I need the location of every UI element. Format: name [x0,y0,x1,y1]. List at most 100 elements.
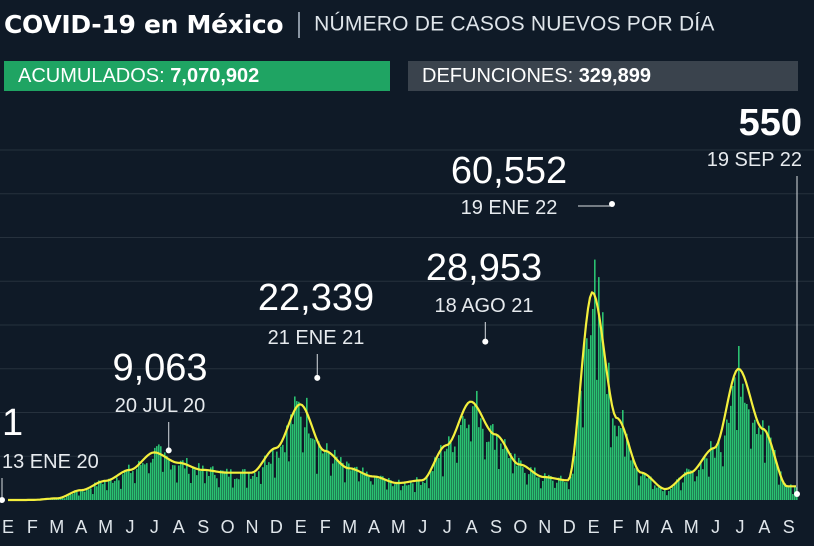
day-bar [508,458,510,500]
day-bar [566,482,568,500]
day-bar [166,455,168,500]
month-tick-label: M [684,517,699,537]
day-bar [202,465,204,500]
day-bar [440,445,442,500]
day-bar [96,486,98,500]
day-bar [360,471,362,500]
day-bar [696,476,698,500]
day-bar [268,462,270,500]
day-bar [572,473,574,500]
day-bar [258,471,260,500]
chart-header: COVID-19 en México NÚMERO DE CASOS NUEVO… [4,10,715,46]
day-bar [256,476,258,500]
day-bar [570,476,572,500]
day-bar [792,493,794,500]
day-bar [418,480,420,500]
day-bar [488,441,490,500]
day-bar [180,460,182,500]
day-bar [200,471,202,500]
day-bar [446,448,448,500]
day-bar [666,495,668,500]
month-tick-label: J [126,517,135,537]
day-bar [668,490,670,500]
day-bar [396,483,398,500]
day-bar [110,478,112,500]
day-bar [212,466,214,500]
day-bar [150,462,152,500]
month-tick-label: A [173,517,185,537]
day-bar [184,468,186,500]
day-bar [688,469,690,500]
day-bar [62,497,64,500]
day-bar [768,425,770,500]
day-bar [430,469,432,500]
day-bar [498,468,500,500]
month-tick-label: A [758,517,770,537]
day-bar [382,476,384,500]
day-bar [304,427,306,500]
day-bar [664,488,666,500]
day-bar [188,473,190,500]
chart-title: COVID-19 en México [4,10,284,39]
day-bar [220,470,222,500]
day-bar [766,432,768,500]
month-tick-label: E [295,517,307,537]
month-tick-label: N [246,517,259,537]
day-bar [454,446,456,500]
day-bar [210,467,212,500]
day-bar [748,409,750,500]
day-bar [102,484,104,500]
day-bar [94,482,96,500]
day-bar [254,472,256,500]
day-bar [368,476,370,500]
day-bar [644,473,646,500]
month-tick-label: S [197,517,209,537]
gridlines [0,149,814,457]
day-bar [744,402,746,500]
day-bar [386,489,388,500]
day-bar [84,491,86,500]
day-bar [776,462,778,500]
day-bar [742,383,744,500]
day-bar [716,443,718,500]
day-bar [198,463,200,500]
day-bar [628,442,630,500]
day-bar [536,477,538,500]
month-tick-label: S [490,517,502,537]
day-bar [114,481,116,500]
day-bar [648,475,650,500]
day-bar [780,471,782,500]
day-bar [702,469,704,500]
day-bar [334,449,336,500]
month-tick-label: O [221,517,235,537]
day-bar [246,487,248,500]
day-bar [350,470,352,500]
day-bar [98,480,100,500]
day-bar [460,425,462,500]
day-bar [678,477,680,500]
day-bar [294,396,296,500]
day-bar [408,484,410,500]
day-bar [394,484,396,500]
day-bar [576,425,578,500]
month-tick-label: N [538,517,551,537]
day-bar [608,362,610,500]
day-bar [156,446,158,500]
day-bar [594,259,596,500]
day-bar [238,479,240,500]
day-bar [226,468,228,500]
day-bar [604,357,606,500]
day-bar [490,425,492,500]
day-bar [548,474,550,500]
day-bar [512,473,514,500]
day-bar [778,484,780,500]
day-bar [362,467,364,500]
day-bar [686,468,688,500]
day-bar [260,483,262,500]
day-bar [552,480,554,500]
day-bar [88,489,90,500]
day-bar [106,490,108,500]
day-bar [134,483,136,500]
day-bar [420,484,422,500]
day-bar [390,480,392,500]
